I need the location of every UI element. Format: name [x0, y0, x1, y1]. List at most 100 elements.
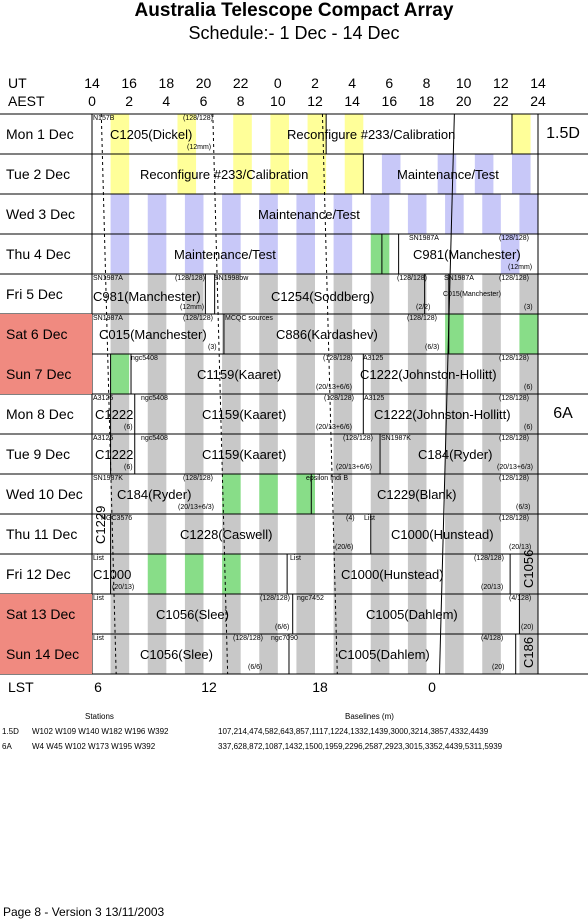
time-band — [333, 274, 353, 314]
ut-tick: 12 — [493, 75, 509, 91]
source-note: (20) — [492, 664, 505, 671]
source-note: (128/128) — [499, 435, 529, 442]
aest-tick: 18 — [418, 93, 435, 109]
source-note: List — [364, 515, 375, 522]
time-band — [110, 594, 130, 634]
time-band — [184, 474, 204, 514]
time-band — [474, 154, 494, 194]
time-band — [222, 274, 241, 314]
ut-tick: 20 — [195, 75, 212, 91]
time-band — [370, 514, 390, 554]
source-note: (3) — [524, 304, 533, 311]
project-label: C1005(Dahlem) — [366, 607, 458, 622]
time-band — [184, 394, 204, 434]
time-band — [370, 394, 390, 434]
source-note: List — [93, 595, 104, 602]
day-label: Sun 7 Dec — [0, 354, 92, 394]
time-band — [519, 474, 538, 514]
time-band — [147, 354, 167, 394]
source-note: (128/128) — [343, 435, 373, 442]
time-band — [370, 474, 390, 514]
time-band — [177, 114, 197, 154]
time-band — [222, 434, 241, 474]
time-band — [370, 554, 390, 594]
config-row-label: 6A — [2, 742, 12, 751]
ut-tick: 0 — [273, 75, 282, 91]
source-note: SN1987K — [381, 435, 411, 442]
time-band — [407, 274, 427, 314]
source-note: (4) — [346, 515, 355, 522]
time-band — [147, 474, 167, 514]
time-band — [482, 354, 501, 394]
day-label: Tue 9 Dec — [6, 446, 71, 462]
ut-tick: 16 — [121, 75, 137, 91]
ut-tick: 2 — [311, 75, 319, 91]
day-label: Wed 10 Dec — [6, 486, 83, 502]
time-band — [296, 594, 315, 634]
time-band — [147, 394, 167, 434]
source-note: SN1987A — [409, 235, 439, 242]
time-band — [259, 314, 278, 354]
baselines-header: Baselines (m) — [345, 712, 394, 721]
time-band — [519, 354, 538, 394]
time-band — [259, 234, 278, 274]
source-note: (6/3) — [425, 344, 440, 351]
time-band — [370, 234, 390, 274]
time-band — [110, 394, 130, 434]
footer-text: Page 8 - Version 3 13/11/2003 — [3, 905, 165, 919]
time-band — [482, 274, 501, 314]
time-band — [333, 434, 353, 474]
project-label: C886(Kardashev) — [276, 327, 378, 342]
source-note: (128/128) — [499, 355, 529, 362]
time-band — [147, 434, 167, 474]
time-band — [147, 194, 167, 234]
time-band — [222, 314, 241, 354]
project-label: C981(Manchester) — [413, 247, 521, 262]
time-band — [184, 354, 204, 394]
time-band — [222, 554, 241, 594]
source-note: NGC3576 — [101, 515, 133, 522]
time-band — [259, 354, 278, 394]
source-note: (12mm) — [508, 264, 533, 271]
time-band — [333, 354, 353, 394]
config-row-label: 1.5D — [2, 727, 19, 736]
day-label: Sun 14 Dec — [0, 634, 92, 674]
project-label: C1000 — [93, 567, 132, 582]
source-note: List — [93, 635, 104, 642]
source-note: (128/128) — [183, 475, 213, 482]
page-title: Australia Telescope Compact Array — [134, 0, 454, 21]
time-band — [147, 314, 167, 354]
time-band — [333, 554, 353, 594]
source-note: A3125 — [363, 355, 384, 362]
time-band — [233, 114, 252, 154]
source-note: (20/13+6/6) — [316, 424, 352, 431]
page-subtitle: Schedule:- 1 Dec - 14 Dec — [188, 23, 400, 43]
project-label: C1222(Johnston-Hollitt) — [374, 407, 511, 422]
time-band — [445, 314, 464, 354]
time-band — [296, 394, 315, 434]
project-label: C184(Ryder) — [117, 487, 192, 502]
time-band — [333, 474, 353, 514]
time-band — [445, 634, 464, 674]
project-label: Maintenance/Test — [174, 247, 276, 262]
source-note: ngc7090 — [271, 635, 298, 642]
source-note: (20/6) — [335, 544, 354, 551]
time-band — [445, 474, 464, 514]
source-note: (3) — [208, 344, 217, 351]
time-band — [222, 514, 241, 554]
source-note: (128/128) — [499, 395, 529, 402]
time-band — [184, 514, 204, 554]
source-note: ngc5408 — [131, 355, 158, 362]
source-note: SN1987K — [93, 475, 123, 482]
time-band — [445, 394, 464, 434]
project-label: C1056(Slee) — [156, 607, 229, 622]
time-band — [370, 274, 390, 314]
time-band — [110, 554, 130, 594]
time-band — [445, 554, 464, 594]
source-note: MCQC sources — [225, 315, 273, 322]
time-band — [296, 474, 315, 514]
aest-tick: 12 — [307, 93, 323, 109]
time-band — [222, 474, 241, 514]
project-label: Reconfigure #233/Calibration — [287, 127, 456, 142]
time-band — [147, 274, 167, 314]
